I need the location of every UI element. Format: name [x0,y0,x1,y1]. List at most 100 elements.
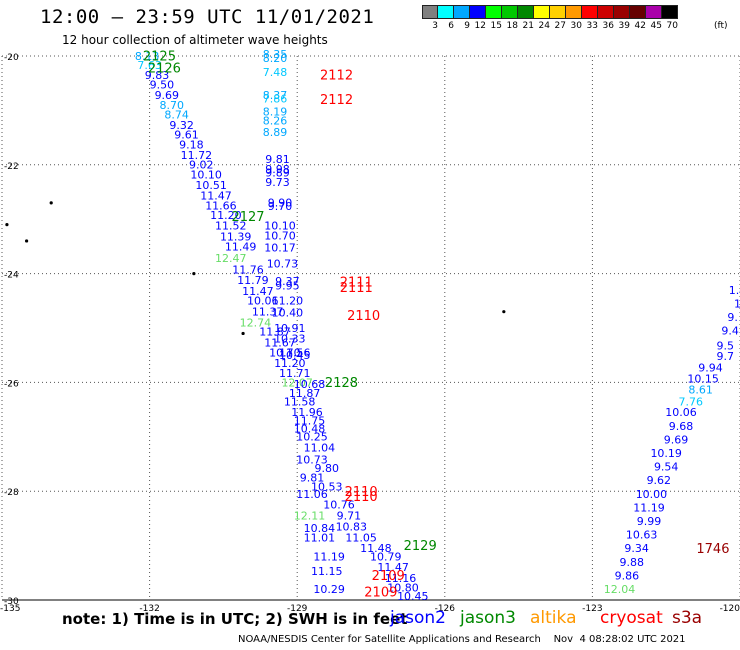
note-bar: note: 1) Time is in UTC; 2) SWH is in fe… [0,608,740,630]
wave-height-label: 11.87 [259,326,291,339]
legend-swatch [518,5,534,19]
wave-height-label: 11.47 [242,285,274,298]
wave-height-label: 11.75 [294,414,326,427]
latitude-tick-label: -20 [4,53,19,63]
island-marker [241,331,245,336]
color-scale-legend [422,5,678,19]
wave-height-label: 9.88 [620,556,645,569]
wave-height-label: 10.84 [304,522,336,535]
satellite-jason3-label: jason3 [460,608,516,628]
pass-time-label: 2110 [345,485,378,500]
legend-tick-label: 70 [666,21,678,31]
wave-height-label: 10.45 [397,590,429,603]
wave-height-label: 9.80 [314,462,339,475]
wave-height-label: 11.47 [377,561,409,574]
wave-height-label: 12.11 [294,510,326,523]
legend-swatch [662,5,678,19]
wave-height-label: 9. [727,311,738,324]
wave-height-label: 11.87 [289,387,321,400]
wave-height-label: 12.74 [240,316,272,329]
pass-time-label: 2110 [345,490,378,505]
wave-height-label: 8.19 [263,105,288,118]
latitude-tick-label: -26 [4,379,19,389]
wave-height-label: 10.79 [370,550,402,563]
longitude-tick-label: -129 [287,604,308,614]
legend-tick-label: 42 [634,21,646,31]
wave-height-label: 11.66 [205,199,237,212]
wave-height-label: 9.4 [721,325,739,338]
wave-height-label: 9.69 [664,433,689,446]
satellite-cryosat-label: cryosat [600,608,663,628]
wave-height-label: 11.05 [345,531,377,544]
wave-height-label: 11.49 [225,240,257,253]
wave-height-label: 9.90 [268,197,293,210]
pass-time-label: 2125 [143,50,176,65]
legend-tick-label: 3 [432,21,438,31]
wave-height-label: 11.37 [252,306,284,319]
wave-height-label: 9.62 [647,474,672,487]
wave-height-label: 9.86 [615,569,640,582]
wave-height-label: 10.73 [267,258,299,271]
latitude-tick-label: -22 [4,162,19,172]
wave-height-label: 9.73 [265,176,290,189]
pass-time-label: 2112 [320,93,353,108]
legend-units-label: (ft) [714,21,728,31]
pass-time-label: 1746 [696,542,729,557]
longitude-tick-label: -123 [582,604,602,614]
wave-height-label: 10.06 [247,295,279,308]
wave-height-label: 11.19 [313,550,345,563]
island-marker [49,201,53,205]
wave-height-label: 9.32 [169,119,194,132]
wave-height-label: 10.10 [190,168,222,181]
legend-tick-label: 6 [448,21,454,31]
wave-height-label: 11.04 [304,442,336,455]
wave-height-label: 10.83 [336,520,368,533]
wave-height-label: 10.63 [626,529,658,542]
wave-height-label: 10.70 [269,346,301,359]
wave-height-label: 10.53 [311,481,343,494]
wave-height-label: 11.20 [272,295,304,308]
wave-height-label: 7.76 [679,395,704,408]
longitude-tick-label: -120 [720,604,740,614]
wave-height-label: 8.89 [263,126,288,139]
wave-height-label: 11.71 [279,367,311,380]
pass-time-label: 2110 [347,309,380,324]
wave-height-label: 10.76 [323,499,355,512]
legend-tick-label: 9 [464,21,470,31]
wave-height-label: 10.00 [636,488,668,501]
legend-swatch [422,5,438,19]
legend-swatch [614,5,630,19]
longitude-tick-label: -126 [435,604,456,614]
wave-height-label: 11.56 [279,346,311,359]
wave-height-label: 11.06 [296,488,328,501]
wave-height-label: 12.07 [281,376,313,389]
wave-height-label: 9.83 [145,69,170,82]
legend-swatch [582,5,598,19]
wave-height-label: 9.99 [637,515,662,528]
legend-swatch [598,5,614,19]
wave-height-label: 9.69 [155,89,180,102]
wave-height-label: 11.52 [215,220,247,233]
legend-swatch [566,5,582,19]
islands [5,201,506,336]
wave-height-label: 9.50 [150,79,175,92]
wave-height-label: 11.58 [284,395,316,408]
legend-swatch [630,5,646,19]
legend-tick-label: 21 [522,21,534,31]
wave-height-label: 11.20 [274,357,306,370]
wave-height-label: 9.61 [174,129,199,142]
wave-height-label: 10.68 [294,378,326,391]
legend-swatch [646,5,662,19]
wave-height-label: 11.76 [232,264,264,277]
legend-tick-label: 45 [650,21,662,31]
pass-time-label: 2127 [231,210,264,225]
pass-time-label: 2109 [372,569,405,584]
legend-tick-label: 36 [602,21,614,31]
legend-tick-label: 15 [490,21,502,31]
island-marker [25,239,29,243]
wave-height-label: 10.73 [296,453,328,466]
wave-height-label: 9.54 [654,461,679,474]
page-subtitle: 12 hour collection of altimeter wave hei… [62,33,328,47]
legend-swatch [486,5,502,19]
wave-height-label: 11.48 [360,542,392,555]
